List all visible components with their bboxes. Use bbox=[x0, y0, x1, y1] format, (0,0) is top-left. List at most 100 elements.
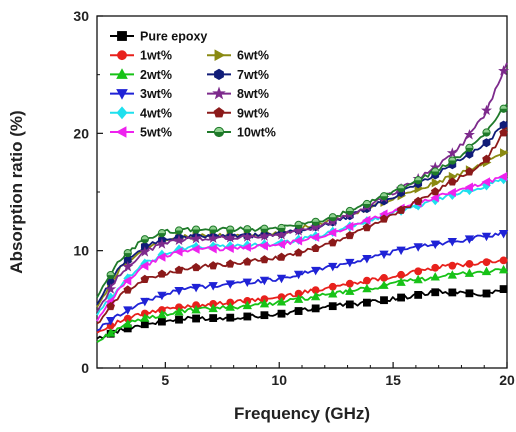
data-marker bbox=[465, 289, 474, 298]
legend-label: 10wt% bbox=[237, 126, 276, 140]
data-marker bbox=[430, 187, 440, 196]
series-6wt- bbox=[96, 148, 509, 308]
series-7wt- bbox=[96, 120, 508, 306]
data-marker bbox=[140, 235, 149, 244]
x-tick-label: 10 bbox=[271, 372, 287, 388]
legend-label: 4wt% bbox=[140, 106, 172, 120]
data-marker bbox=[311, 217, 320, 226]
data-marker bbox=[311, 304, 320, 313]
data-marker bbox=[258, 230, 270, 241]
data-marker bbox=[465, 167, 474, 176]
data-marker bbox=[174, 306, 184, 316]
data-marker bbox=[226, 313, 235, 322]
series-pure-epoxy bbox=[96, 285, 508, 340]
data-marker bbox=[208, 282, 218, 291]
data-marker bbox=[499, 256, 508, 265]
legend-marker bbox=[212, 86, 226, 100]
data-marker bbox=[157, 309, 167, 319]
data-marker bbox=[430, 272, 440, 281]
data-marker bbox=[156, 238, 168, 249]
legend-entry: 7wt% bbox=[207, 68, 269, 82]
data-marker bbox=[498, 171, 508, 182]
data-marker bbox=[276, 296, 287, 306]
legend-label: 2wt% bbox=[140, 68, 172, 82]
data-marker bbox=[243, 257, 252, 266]
legend-marker bbox=[117, 50, 127, 61]
data-marker bbox=[431, 167, 440, 176]
data-marker bbox=[345, 279, 354, 288]
data-marker bbox=[157, 269, 167, 278]
data-marker bbox=[447, 270, 457, 279]
data-marker bbox=[448, 156, 457, 165]
data-marker bbox=[482, 289, 491, 298]
data-marker bbox=[208, 261, 218, 270]
legend-label: 6wt% bbox=[237, 49, 269, 63]
data-marker bbox=[277, 252, 286, 261]
series-10wt- bbox=[96, 103, 508, 299]
data-marker bbox=[481, 104, 492, 116]
data-marker bbox=[277, 223, 286, 233]
data-marker bbox=[481, 232, 492, 242]
data-marker bbox=[414, 176, 423, 185]
data-marker bbox=[123, 248, 132, 258]
data-marker bbox=[499, 104, 508, 113]
data-marker bbox=[293, 225, 305, 236]
data-marker bbox=[276, 229, 287, 240]
y-tick-label: 20 bbox=[73, 125, 89, 141]
data-marker bbox=[175, 315, 183, 324]
legend-label: 7wt% bbox=[237, 68, 269, 82]
data-marker bbox=[242, 278, 252, 288]
data-marker bbox=[481, 177, 491, 187]
data-marker bbox=[345, 300, 354, 309]
data-marker bbox=[345, 286, 355, 295]
y-tick-label: 30 bbox=[73, 8, 89, 24]
data-marker bbox=[380, 296, 388, 305]
data-marker bbox=[481, 266, 492, 276]
data-marker bbox=[174, 265, 184, 274]
legend-label: Pure epoxy bbox=[140, 30, 207, 44]
data-marker bbox=[363, 276, 371, 285]
data-marker bbox=[106, 317, 116, 326]
data-marker bbox=[158, 317, 166, 326]
data-marker bbox=[209, 314, 218, 322]
x-axis-title: Frequency (GHz) bbox=[234, 404, 370, 423]
data-marker bbox=[310, 232, 320, 242]
series-line bbox=[96, 121, 508, 306]
data-marker bbox=[242, 300, 252, 310]
data-marker bbox=[482, 138, 491, 148]
data-marker bbox=[362, 199, 372, 209]
x-tick-label: 5 bbox=[161, 372, 169, 388]
data-marker bbox=[363, 298, 371, 307]
axis-ticks: 5 10 15 20 0 10 20 30 bbox=[73, 8, 515, 388]
data-marker bbox=[225, 259, 235, 268]
legend-entry: 4wt% bbox=[110, 106, 172, 120]
data-marker bbox=[345, 258, 355, 268]
data-marker bbox=[224, 232, 236, 243]
legend-entry: 2wt% bbox=[110, 68, 172, 82]
data-marker bbox=[380, 273, 388, 282]
data-marker bbox=[122, 276, 132, 286]
data-marker bbox=[311, 243, 320, 252]
data-marker bbox=[498, 65, 510, 76]
series-layer bbox=[96, 62, 510, 343]
data-marker bbox=[345, 231, 355, 240]
data-marker bbox=[294, 248, 303, 257]
data-marker bbox=[499, 285, 508, 293]
legend-marker bbox=[214, 68, 224, 81]
data-marker bbox=[328, 289, 338, 298]
data-marker bbox=[106, 302, 115, 311]
data-marker bbox=[277, 309, 286, 318]
data-marker bbox=[208, 303, 218, 313]
legend-marker bbox=[116, 68, 128, 79]
legend-entry: 3wt% bbox=[110, 87, 172, 101]
data-marker bbox=[190, 232, 202, 244]
data-marker bbox=[243, 225, 252, 234]
data-marker bbox=[192, 314, 200, 323]
data-marker bbox=[413, 274, 423, 284]
data-marker bbox=[105, 283, 117, 294]
data-marker bbox=[397, 293, 405, 302]
data-marker bbox=[191, 262, 201, 272]
data-marker bbox=[464, 182, 473, 192]
data-marker bbox=[414, 267, 423, 276]
data-marker bbox=[276, 239, 286, 249]
